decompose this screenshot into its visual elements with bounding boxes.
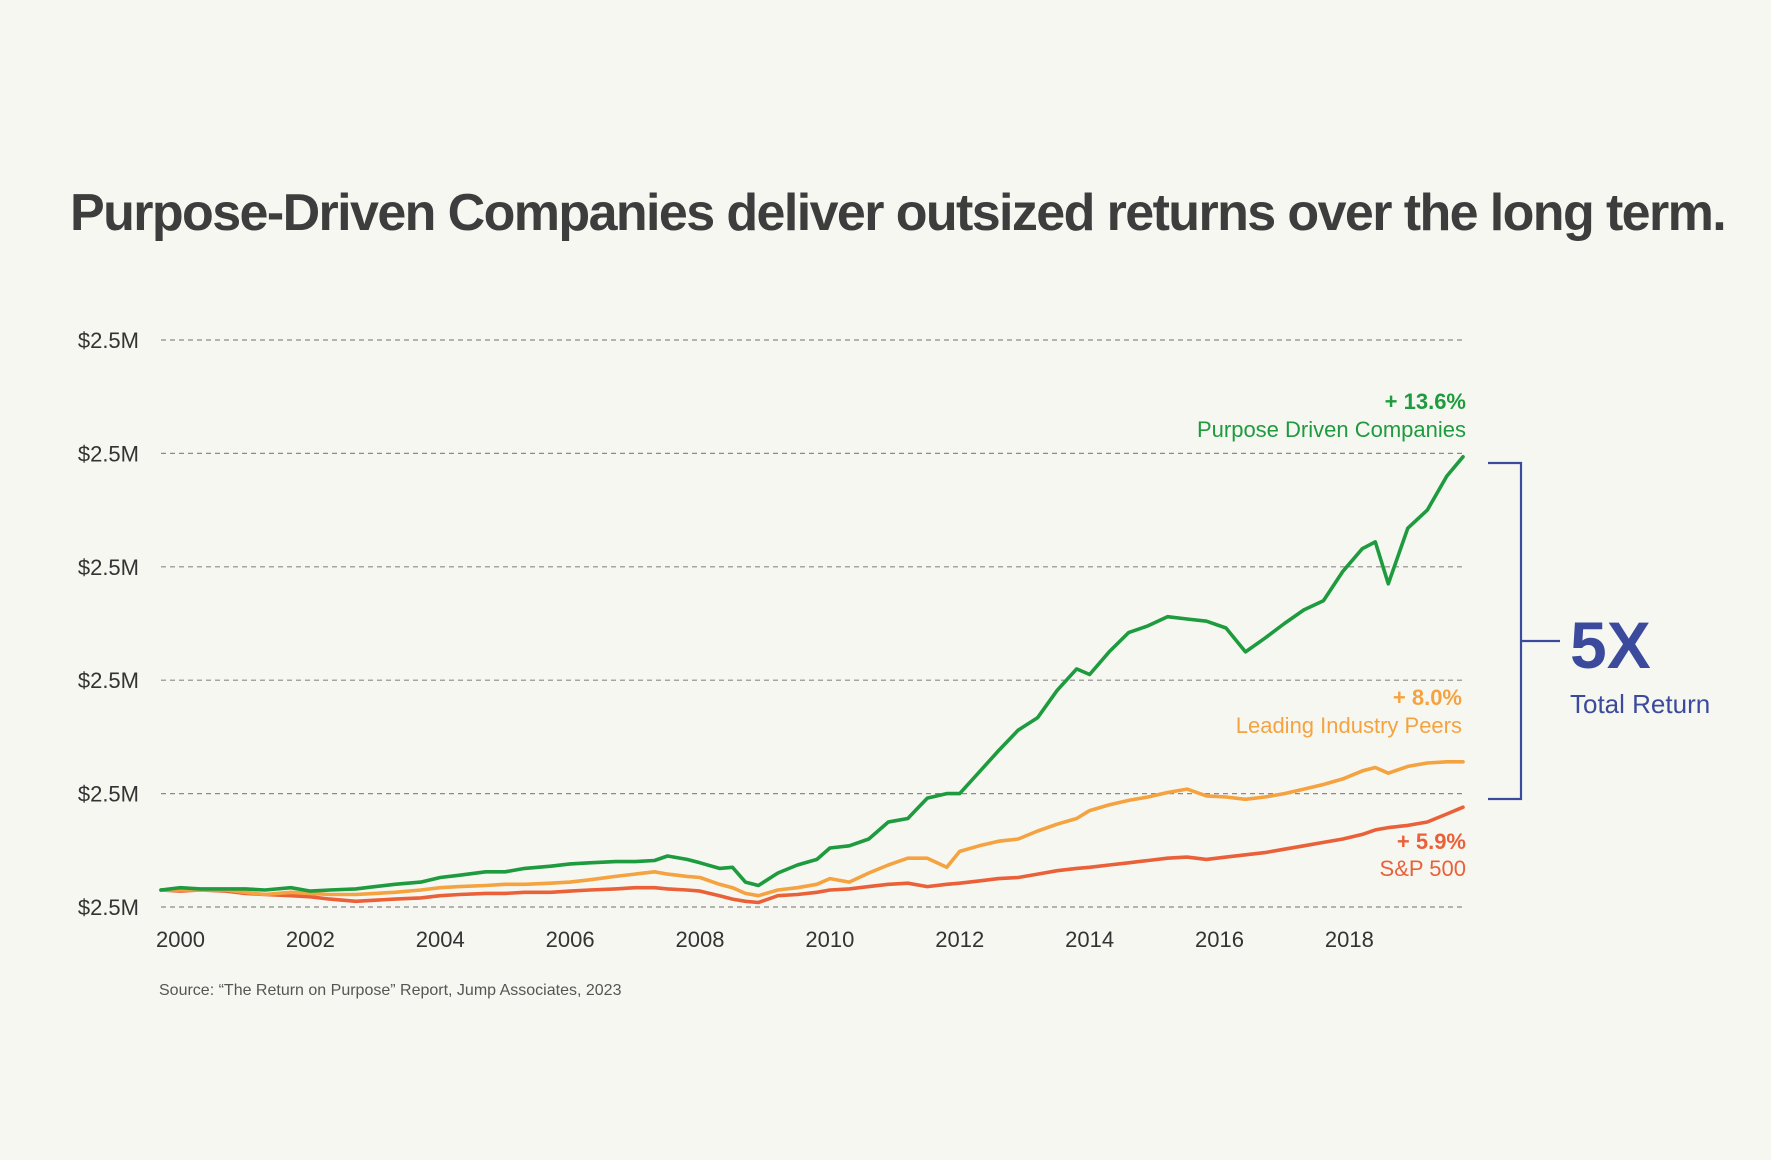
x-tick-label: 2016 — [1195, 927, 1244, 952]
grid-layer — [161, 339, 1463, 908]
purpose-return-label: + 13.6% — [1385, 389, 1466, 414]
industry-peers-line — [159, 760, 1465, 898]
chart-title: Purpose-Driven Companies deliver outsize… — [70, 184, 1725, 242]
y-tick-label: $2.5M — [78, 668, 139, 693]
purpose-driven-line — [159, 455, 1465, 893]
multiplier-label: 5X — [1570, 608, 1651, 682]
series-layer — [159, 455, 1465, 905]
x-tick-label: 2004 — [416, 927, 465, 952]
y-tick-label: $2.5M — [78, 555, 139, 580]
y-tick-label: $2.5M — [78, 782, 139, 807]
peers-series-label: Leading Industry Peers — [1236, 713, 1462, 738]
x-tick-label: 2010 — [805, 927, 854, 952]
x-tick-label: 2006 — [546, 927, 595, 952]
x-tick-label: 2014 — [1065, 927, 1114, 952]
source-note: Source: “The Return on Purpose” Report, … — [159, 982, 622, 999]
total-return-bracket: 5X Total Return — [1488, 461, 1710, 801]
x-axis-tick-labels: 2000 2002 2004 2006 2008 2010 2012 2014 2016 2018 — [156, 927, 1374, 952]
x-tick-label: 2002 — [286, 927, 335, 952]
x-tick-label: 2012 — [935, 927, 984, 952]
y-tick-label: $2.5M — [78, 895, 139, 920]
peers-return-label: + 8.0% — [1393, 685, 1462, 710]
y-tick-label: $2.5M — [78, 328, 139, 353]
sp500-return-label: + 5.9% — [1397, 829, 1466, 854]
x-tick-label: 2000 — [156, 927, 205, 952]
x-tick-label: 2008 — [676, 927, 725, 952]
x-tick-label: 2018 — [1325, 927, 1374, 952]
purpose-series-label: Purpose Driven Companies — [1197, 417, 1466, 442]
y-tick-label: $2.5M — [78, 441, 139, 466]
y-axis-tick-labels: $2.5M $2.5M $2.5M $2.5M $2.5M $2.5M — [78, 328, 139, 920]
multiplier-caption: Total Return — [1570, 689, 1710, 719]
sp500-line — [159, 805, 1465, 905]
bracket-line — [1488, 461, 1560, 801]
sp500-series-label: S&P 500 — [1380, 856, 1466, 881]
